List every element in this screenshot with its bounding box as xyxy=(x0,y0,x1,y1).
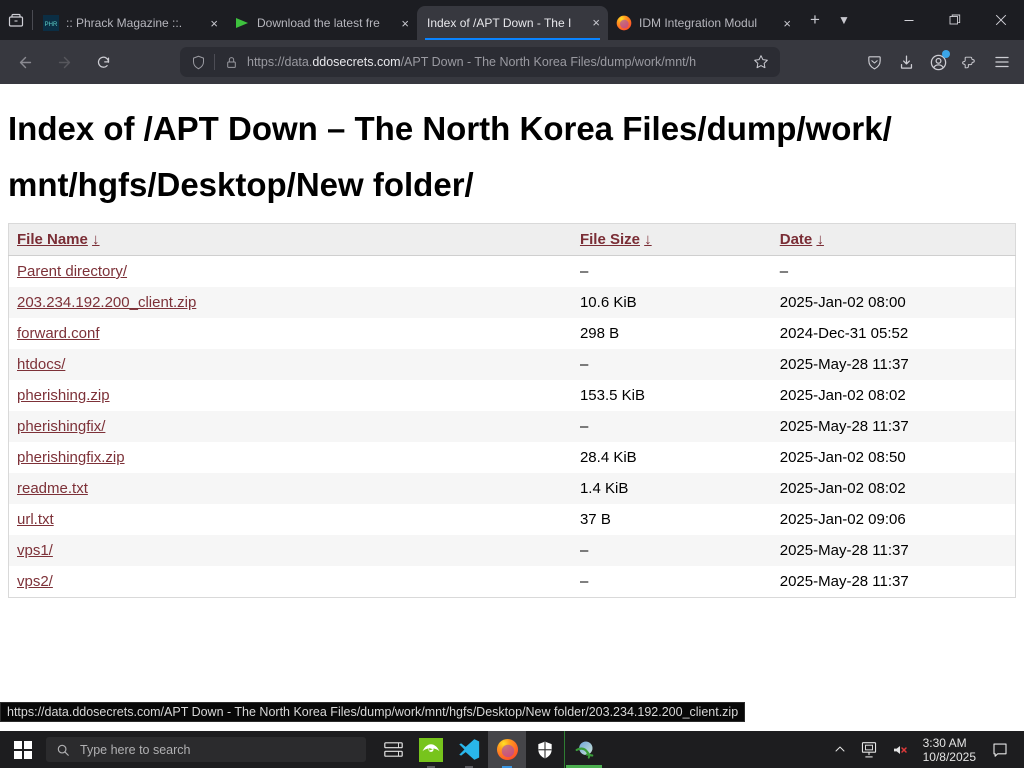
svg-text:PHR: PHR xyxy=(45,22,58,28)
